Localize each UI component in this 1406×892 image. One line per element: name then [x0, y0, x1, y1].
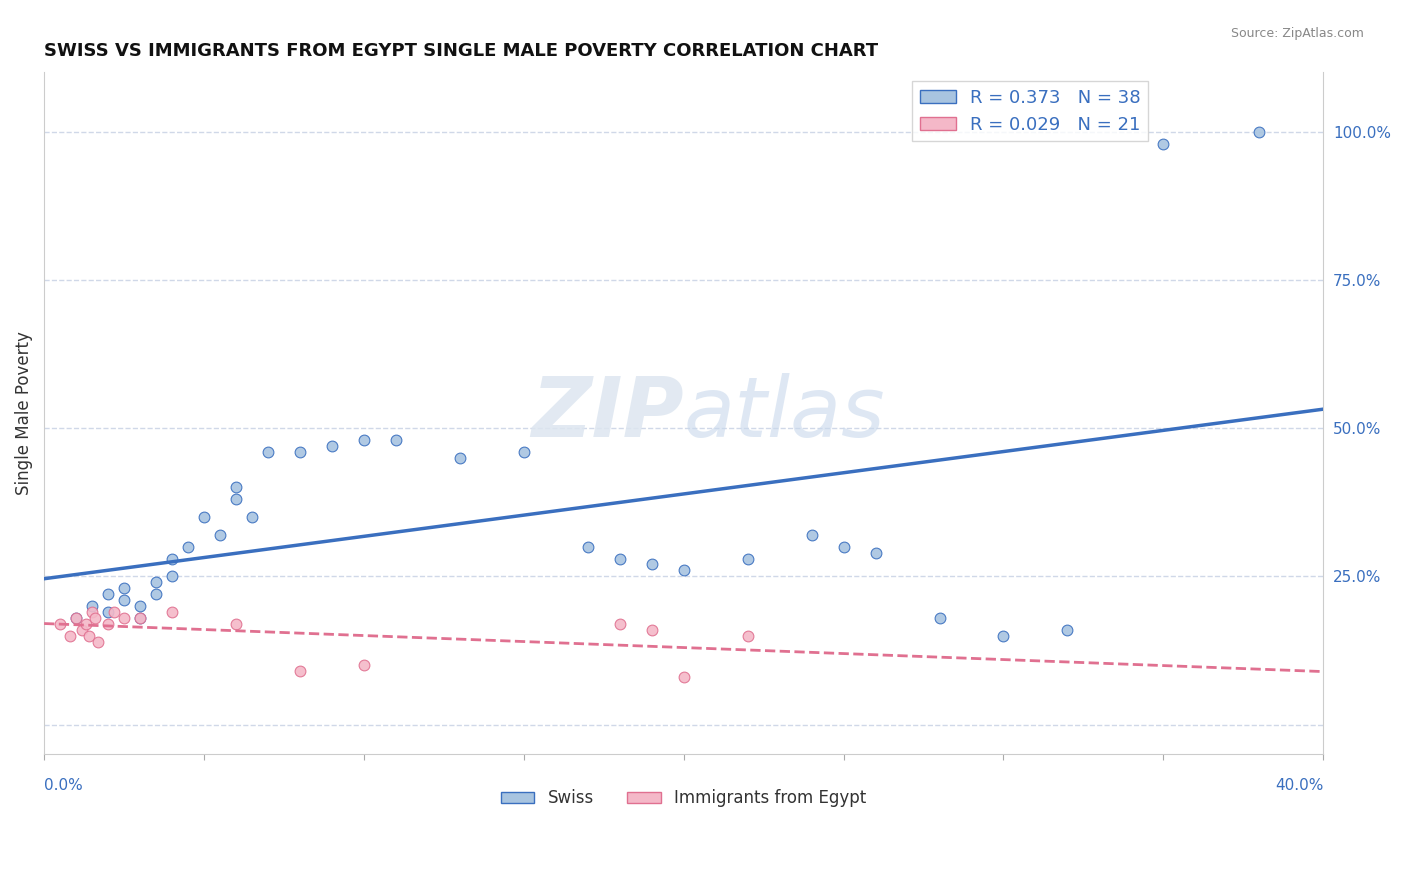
Point	[641, 558, 664, 572]
Point	[49, 616, 72, 631]
Point	[225, 480, 247, 494]
Point	[928, 611, 950, 625]
Point	[129, 599, 152, 613]
Point	[832, 540, 855, 554]
Point	[145, 587, 167, 601]
Point	[112, 581, 135, 595]
Text: ZIP: ZIP	[531, 373, 683, 454]
Point	[672, 670, 695, 684]
Text: 0.0%: 0.0%	[44, 778, 83, 793]
Point	[84, 611, 107, 625]
Text: 40.0%: 40.0%	[1275, 778, 1323, 793]
Point	[513, 445, 536, 459]
Point	[145, 575, 167, 590]
Point	[800, 528, 823, 542]
Point	[288, 664, 311, 678]
Point	[160, 551, 183, 566]
Point	[97, 616, 120, 631]
Text: Source: ZipAtlas.com: Source: ZipAtlas.com	[1230, 27, 1364, 40]
Point	[80, 599, 103, 613]
Point	[75, 616, 97, 631]
Point	[449, 450, 471, 465]
Point	[87, 634, 110, 648]
Point	[865, 546, 887, 560]
Point	[257, 445, 280, 459]
Point	[385, 433, 408, 447]
Point	[112, 593, 135, 607]
Text: SWISS VS IMMIGRANTS FROM EGYPT SINGLE MALE POVERTY CORRELATION CHART: SWISS VS IMMIGRANTS FROM EGYPT SINGLE MA…	[44, 42, 879, 60]
Point	[240, 510, 263, 524]
Point	[193, 510, 215, 524]
Point	[129, 611, 152, 625]
Point	[160, 605, 183, 619]
Point	[97, 587, 120, 601]
Point	[993, 629, 1015, 643]
Point	[77, 629, 100, 643]
Y-axis label: Single Male Poverty: Single Male Poverty	[15, 332, 32, 495]
Point	[112, 611, 135, 625]
Legend: Swiss, Immigrants from Egypt: Swiss, Immigrants from Egypt	[495, 782, 873, 814]
Point	[288, 445, 311, 459]
Point	[321, 439, 343, 453]
Point	[672, 563, 695, 577]
Point	[59, 629, 82, 643]
Point	[65, 611, 87, 625]
Point	[225, 492, 247, 507]
Point	[65, 611, 87, 625]
Point	[641, 623, 664, 637]
Point	[225, 616, 247, 631]
Point	[1152, 136, 1174, 151]
Point	[80, 605, 103, 619]
Point	[1249, 125, 1271, 139]
Point	[737, 629, 759, 643]
Point	[609, 616, 631, 631]
Point	[208, 528, 231, 542]
Point	[160, 569, 183, 583]
Point	[1056, 623, 1078, 637]
Point	[353, 658, 375, 673]
Text: atlas: atlas	[683, 373, 886, 454]
Point	[353, 433, 375, 447]
Point	[576, 540, 599, 554]
Point	[97, 605, 120, 619]
Point	[609, 551, 631, 566]
Point	[129, 611, 152, 625]
Point	[177, 540, 200, 554]
Point	[72, 623, 94, 637]
Point	[103, 605, 125, 619]
Point	[737, 551, 759, 566]
